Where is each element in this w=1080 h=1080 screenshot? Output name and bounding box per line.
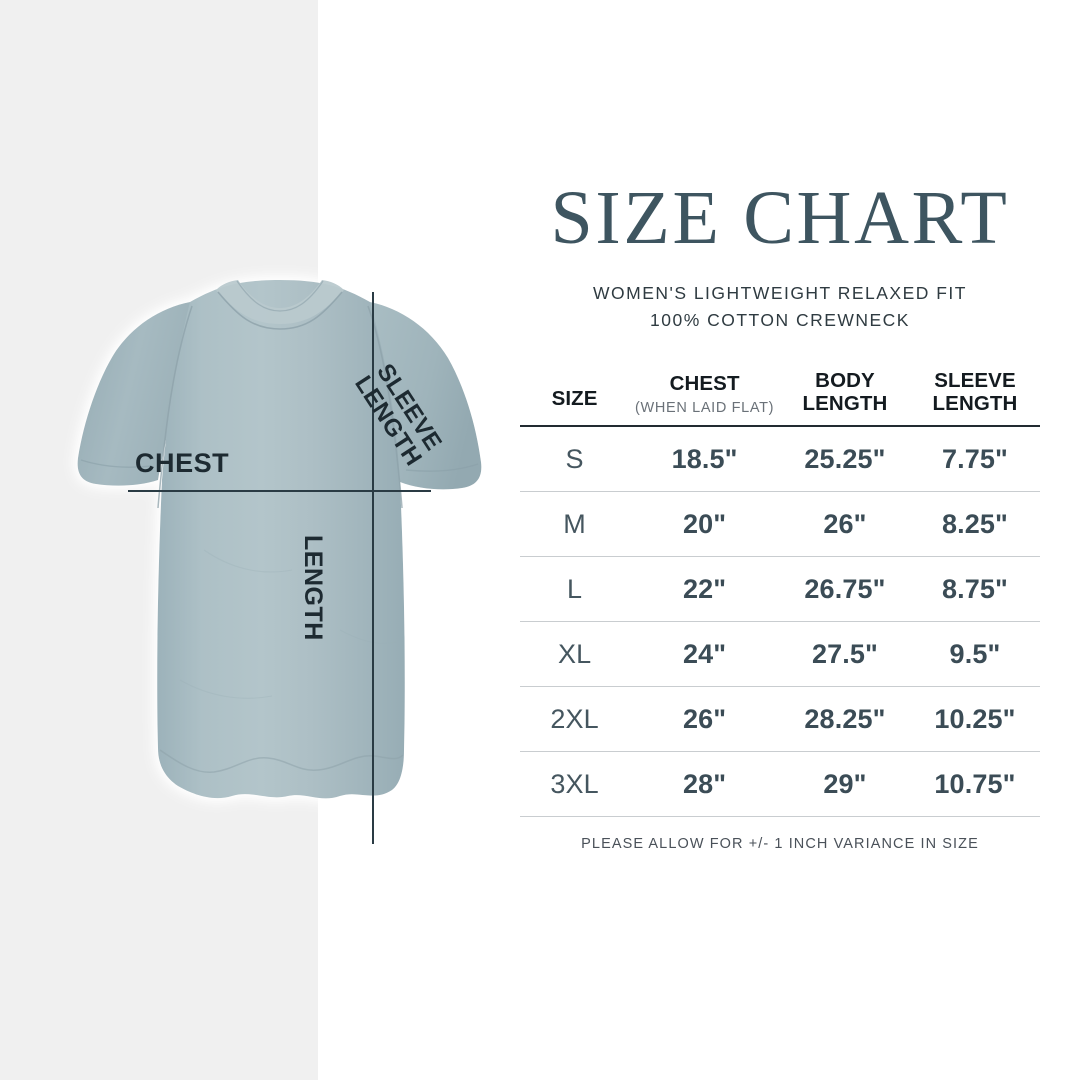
sleeve-hem-folds [80, 459, 479, 472]
cell-chest: 26" [629, 686, 780, 753]
cell-size: 2XL [520, 686, 630, 753]
cell-body-length: 25.25" [779, 426, 910, 493]
cell-chest: 20" [629, 491, 780, 558]
cell-chest: 28" [629, 751, 780, 818]
column-header-body-length-line1: BODY [815, 369, 875, 393]
cell-size: 3XL [520, 751, 630, 818]
crewneck-collar [216, 280, 344, 330]
column-header-chest: CHEST (WHEN LAID FLAT) [629, 370, 780, 426]
size-measurements-table: SIZE CHEST (WHEN LAID FLAT) BODY LENGTH … [520, 369, 1040, 818]
table-header-row: SIZE CHEST (WHEN LAID FLAT) BODY LENGTH … [520, 369, 1040, 427]
fabric-shading [179, 549, 397, 699]
page-title: SIZE CHART [550, 176, 1010, 260]
table-header: SIZE CHEST (WHEN LAID FLAT) BODY LENGTH … [520, 369, 1040, 427]
column-header-sleeve-length-line2: LENGTH [932, 392, 1018, 416]
table-row: 3XL 28" 29" 10.75" [520, 751, 1040, 818]
cell-sleeve-length: 10.75" [909, 751, 1040, 818]
tshirt-illustration-svg [77, 280, 482, 799]
cell-body-length: 27.5" [779, 621, 910, 688]
cell-sleeve-length: 8.25" [909, 491, 1040, 558]
column-header-size: SIZE [551, 387, 598, 411]
column-header-sleeve-length-line1: SLEEVE [934, 369, 1016, 393]
chest-measure-label: CHEST [135, 448, 230, 478]
cell-sleeve-length: 9.5" [909, 621, 1040, 688]
cell-body-length: 26" [779, 491, 910, 558]
cell-size: XL [520, 621, 630, 688]
cell-size: L [520, 556, 630, 623]
table-row: 2XL 26" 28.25" 10.25" [520, 686, 1040, 753]
tshirt-diagram: CHEST LENGTH SLEEVE LENGTH [40, 250, 520, 844]
cell-size: M [520, 491, 630, 558]
cell-chest: 22" [629, 556, 780, 623]
column-header-chest-main: CHEST [669, 371, 740, 395]
table-row: XL 24" 27.5" 9.5" [520, 621, 1040, 688]
table-row: S 18.5" 25.25" 7.75" [520, 426, 1040, 493]
size-chart-panel: SIZE CHART WOMEN'S LIGHTWEIGHT RELAXED F… [520, 180, 1040, 852]
column-header-body-length-line2: LENGTH [802, 392, 888, 416]
tshirt-silhouette [77, 280, 482, 799]
table-body: S 18.5" 25.25" 7.75" M 20" 26" 8.25" L 22" 26.75" 8… [520, 426, 1040, 818]
cell-sleeve-length: 10.25" [909, 686, 1040, 753]
length-measure-line [372, 292, 374, 844]
subtitle-line-2: 100% COTTON CREWNECK [650, 310, 910, 331]
column-header-sleeve-length: SLEEVE LENGTH [910, 369, 1040, 426]
subtitle-line-1: WOMEN'S LIGHTWEIGHT RELAXED FIT [593, 283, 967, 303]
cell-chest: 18.5" [629, 426, 780, 493]
bottom-hem [159, 749, 404, 773]
column-header-chest-sub: (WHEN LAID FLAT) [635, 399, 775, 416]
table-row: L 22" 26.75" 8.75" [520, 556, 1040, 623]
table-note: PLEASE ALLOW FOR +/- 1 INCH VARIANCE IN … [581, 836, 979, 853]
column-header-body-length: BODY LENGTH [780, 369, 910, 426]
cell-body-length: 29" [779, 751, 910, 818]
cell-size: S [520, 426, 630, 493]
length-measure-label: LENGTH [299, 535, 327, 641]
shoulder-seams [157, 305, 403, 509]
cell-sleeve-length: 7.75" [909, 426, 1040, 493]
page-subtitle: WOMEN'S LIGHTWEIGHT RELAXED FIT 100% COT… [520, 280, 1040, 334]
cell-sleeve-length: 8.75" [909, 556, 1040, 623]
cell-chest: 24" [629, 621, 780, 688]
chest-measure-line [128, 490, 431, 492]
cell-body-length: 28.25" [779, 686, 910, 753]
table-row: M 20" 26" 8.25" [520, 491, 1040, 558]
cell-body-length: 26.75" [779, 556, 910, 623]
